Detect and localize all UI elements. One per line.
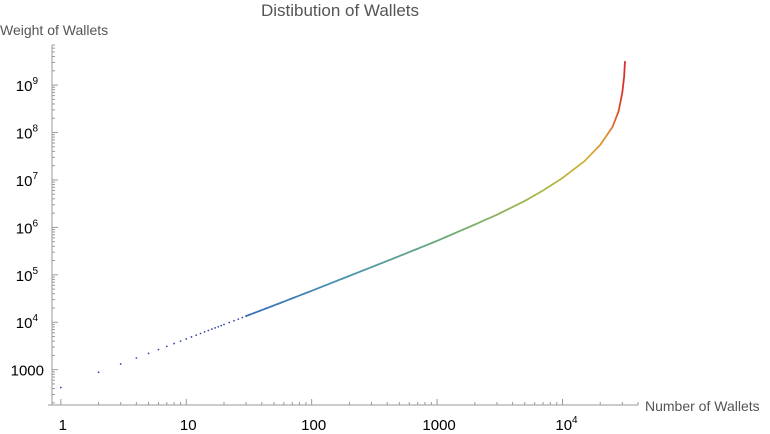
data-marks xyxy=(59,61,626,389)
data-point xyxy=(217,325,220,328)
x-axis-label: Number of Wallets xyxy=(645,398,760,414)
x-tick-label: 104 xyxy=(555,415,578,434)
data-point xyxy=(233,319,235,322)
y-tick-label: 108 xyxy=(16,124,39,143)
data-point xyxy=(157,348,160,351)
data-point xyxy=(241,316,244,319)
data-point xyxy=(59,386,62,389)
ticks xyxy=(52,44,639,405)
y-tick-label: 1000 xyxy=(11,363,44,380)
tick-labels: 1 10 100 1000 104 1000 104 105 106 107 108 109 xyxy=(11,76,578,434)
y-tick-label: 106 xyxy=(16,218,39,237)
data-point xyxy=(199,332,202,335)
y-axis-label: Weight of Wallets xyxy=(0,22,108,38)
data-point xyxy=(220,324,223,327)
data-point xyxy=(119,363,122,365)
data-point xyxy=(203,331,206,333)
data-point xyxy=(97,371,100,374)
x-tick-label: 1000 xyxy=(422,417,455,434)
data-point xyxy=(185,338,188,340)
x-tick-label: 1 xyxy=(59,417,67,434)
data-point xyxy=(190,336,193,338)
y-tick-label: 107 xyxy=(16,171,39,190)
data-point xyxy=(210,328,213,331)
data-point xyxy=(147,352,150,355)
data-point xyxy=(214,326,217,329)
data-point xyxy=(223,323,225,326)
x-tick-label: 10 xyxy=(180,417,197,434)
data-point xyxy=(195,334,198,337)
data-point xyxy=(173,342,176,345)
chart-title: Distibution of Wallets xyxy=(261,1,419,20)
data-point xyxy=(179,340,182,343)
data-point xyxy=(245,315,247,317)
data-point xyxy=(165,345,168,348)
y-tick-label: 104 xyxy=(16,313,39,332)
data-point xyxy=(237,318,240,320)
y-tick-label: 105 xyxy=(16,266,39,285)
series-line xyxy=(245,61,626,317)
data-point xyxy=(135,357,138,359)
data-point xyxy=(207,329,210,332)
data-point xyxy=(228,321,231,324)
y-tick-label: 109 xyxy=(16,76,39,95)
x-tick-label: 100 xyxy=(301,417,326,434)
